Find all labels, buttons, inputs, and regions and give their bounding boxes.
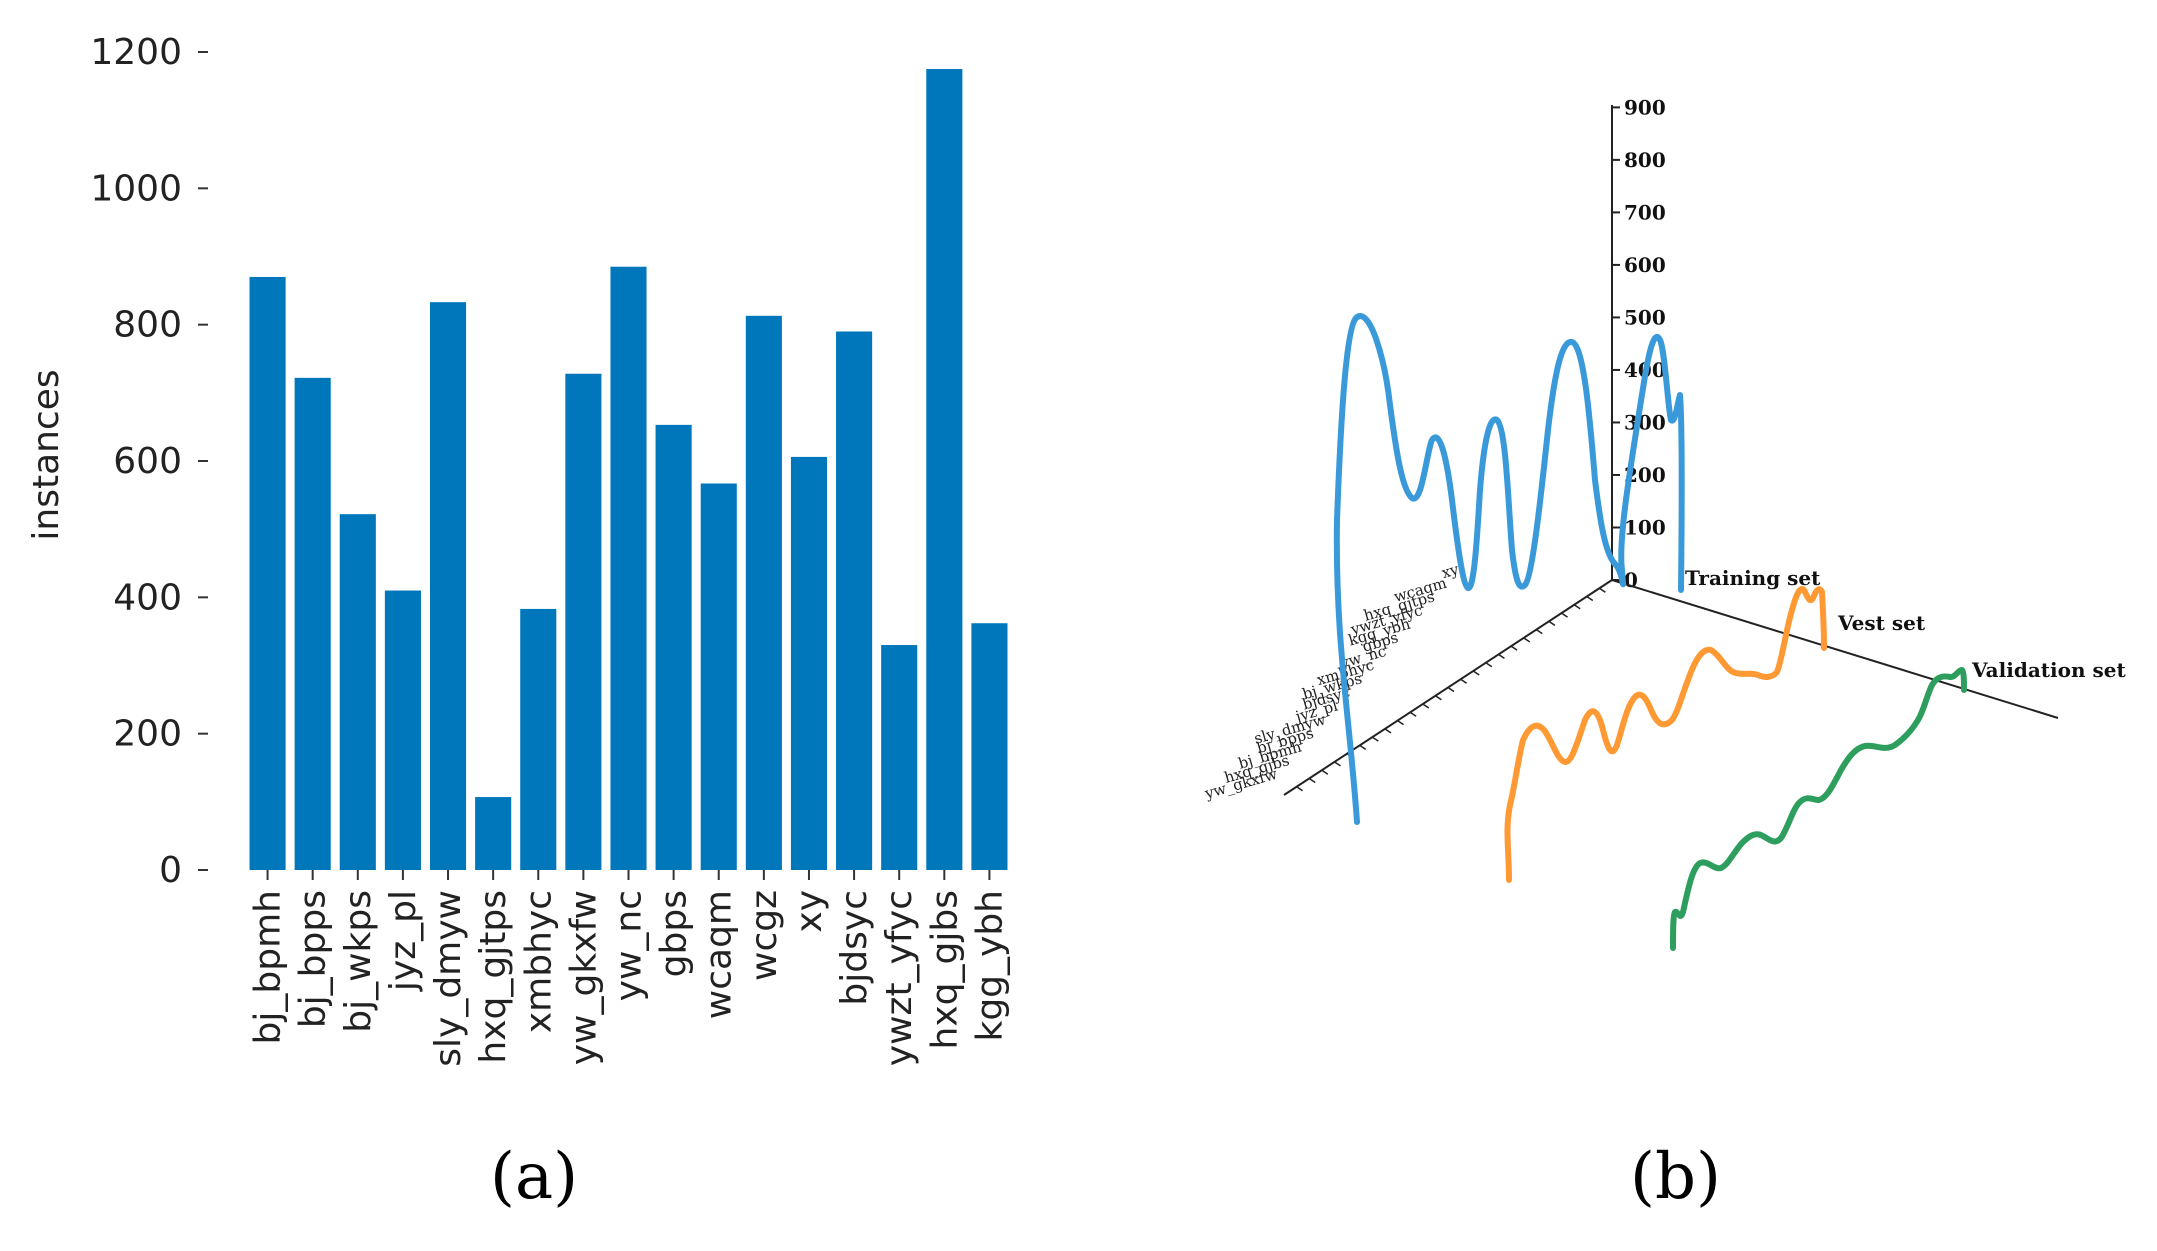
series-line-vest [1504, 586, 1827, 883]
x-tick-label: bj_wkps [338, 890, 379, 1033]
x-tick-label: hxq_gjtps [473, 890, 514, 1064]
y-tick-label: 400 [113, 577, 182, 618]
category-tick-mark [1460, 678, 1468, 684]
y-tick-label: 0 [159, 850, 182, 891]
panel-label-b: (b) [1630, 1140, 1721, 1214]
bar-bj_bpmh [249, 276, 286, 870]
x-tick-label: yw_gkxfw [563, 890, 604, 1065]
bar-jyz_pl [384, 590, 421, 870]
category-tick-mark [1308, 777, 1316, 784]
category-tick-mark [1359, 744, 1367, 751]
bar-hxq_gjtps [475, 797, 512, 870]
category-tick-mark [1321, 769, 1329, 775]
bar-bj_bpps [294, 377, 331, 870]
category-tick-mark [1384, 728, 1392, 734]
category-tick-mark [1334, 761, 1341, 767]
x-tick-label: bjdsyc [834, 890, 875, 1006]
x-tick-label: yw_nc [609, 890, 650, 1001]
series-line-training [1333, 313, 1685, 825]
depth-label-2: Validation set [1971, 658, 2126, 682]
bar-chart-a: 0 200 400 600 800 1000 1200 bj_bpmh bj_bpps bj_w… [26, 32, 1010, 1067]
y-tick-label: 200 [113, 714, 182, 755]
category-tick-mark [1535, 628, 1543, 635]
category-tick-mark [1598, 587, 1606, 593]
x-tick-label: kgg_ybh [969, 890, 1010, 1042]
category-tick-mark [1586, 595, 1594, 602]
x-tick-label: hxq_gjbs [924, 890, 965, 1049]
category-tick-mark [1573, 604, 1581, 610]
bar-hxq_gjbs [926, 69, 963, 870]
category-tick-mark [1498, 653, 1505, 660]
z-tick-label: 100 [1624, 515, 1666, 539]
bar-wcgz [745, 315, 782, 870]
y-tick-label: 1200 [90, 32, 182, 73]
z-tick-label: 700 [1624, 200, 1666, 224]
y-axis-label: instances [26, 369, 67, 540]
x-tick-label: xmbhyc [518, 890, 559, 1033]
y-tick-label: 600 [113, 441, 182, 482]
category-tick-mark [1422, 703, 1430, 709]
category-tick-mark [1548, 620, 1556, 626]
x-tick-label: sly_dmyw [428, 890, 469, 1067]
category-tick-mark [1561, 612, 1568, 618]
y-tick-label: 800 [113, 305, 182, 346]
bar-xy [790, 456, 828, 870]
x-tick-label: gbps [654, 890, 695, 977]
x-tick-label: ywzt_yfyc [879, 890, 920, 1066]
series-line-validation [1670, 667, 1967, 951]
category-tick-mark [1409, 711, 1417, 717]
bar-gbps [655, 424, 692, 870]
category-tick-mark [1447, 686, 1455, 693]
x-tick-label: bj_bpps [293, 890, 334, 1028]
y-tick-label: 1000 [90, 168, 182, 209]
bar-bjdsyc [836, 331, 873, 870]
category-tick-mark [1523, 637, 1531, 643]
z-tick-label: 300 [1624, 410, 1666, 434]
bar-sly_dmyw [429, 302, 467, 871]
depth-axis [1611, 579, 2059, 719]
bar-xmbhyc [520, 608, 557, 870]
category-tick-mark [1510, 645, 1518, 651]
category-tick-mark [1296, 786, 1304, 792]
x-tick-label: wcaqm [699, 890, 740, 1019]
bar-wcaqm [700, 483, 737, 870]
x-tick-label: wcgz [744, 890, 785, 981]
z-tick-label: 800 [1624, 148, 1666, 172]
bar-yw_nc [610, 266, 647, 871]
category-tick-mark [1371, 736, 1379, 742]
category-tick-mark [1397, 719, 1404, 726]
x-tick-label: bj_bpmh [248, 890, 289, 1044]
z-tick-label: 900 [1624, 95, 1666, 119]
panel-label-a: (a) [490, 1140, 579, 1214]
z-tick-label: 500 [1624, 305, 1666, 329]
category-tick-mark [1485, 662, 1493, 668]
x-tick-label: xy [789, 890, 830, 933]
category-tick-mark [1472, 670, 1480, 676]
bar-yw_gkxfw [565, 373, 602, 870]
bar-kgg_ybh [971, 623, 1008, 870]
bar-bj_wkps [339, 514, 376, 870]
category-label: xy [1440, 560, 1462, 582]
x-tick-label: jyz_pl [383, 890, 424, 992]
z-tick-label: 600 [1624, 253, 1666, 277]
depth-label-1: Vest set [1837, 611, 1926, 635]
category-tick-mark [1434, 695, 1442, 701]
depth-label-0: Training set [1685, 566, 1821, 590]
bar-ywzt_yfyc [881, 645, 918, 870]
